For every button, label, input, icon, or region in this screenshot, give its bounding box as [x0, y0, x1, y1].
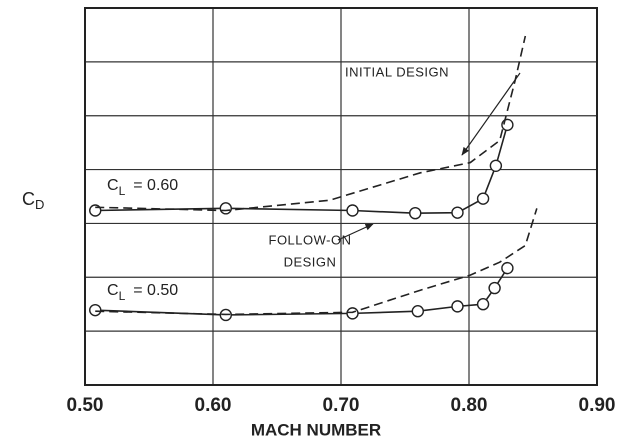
marker	[489, 159, 503, 173]
x-tick-label: 0.80	[451, 395, 488, 416]
marker	[346, 204, 359, 217]
marker	[501, 261, 514, 275]
marker	[476, 192, 490, 205]
marker	[451, 300, 464, 313]
marker	[409, 206, 422, 220]
arrow	[461, 72, 521, 156]
marker	[488, 281, 501, 295]
x-tick-label: 0.60	[195, 395, 232, 416]
x-tick-label: 0.50	[67, 395, 104, 416]
annotation: INITIAL DESIGN	[345, 64, 449, 79]
marker	[501, 118, 514, 132]
marker	[451, 206, 464, 219]
dashed-line	[95, 35, 527, 212]
x-tick-label: 0.70	[323, 395, 360, 416]
y-axis-label: CD	[22, 189, 44, 213]
arrow	[337, 223, 374, 241]
annotation: CL = 0.50	[107, 282, 178, 303]
marker	[89, 303, 102, 317]
annotation-part: = 0.60	[133, 177, 178, 194]
marker	[219, 202, 233, 215]
annotation: CL = 0.60	[107, 177, 178, 198]
x-tick-label: 0.90	[579, 395, 616, 416]
annotation-part: = 0.50	[133, 282, 178, 299]
plot-frame	[84, 7, 598, 386]
annotation-part: C	[107, 282, 119, 299]
annotation: DESIGN	[284, 254, 337, 269]
marker	[411, 305, 424, 318]
marker	[476, 298, 490, 311]
annotation-part: L	[119, 184, 126, 198]
marker	[346, 307, 359, 320]
annotation-part: C	[107, 177, 119, 194]
annotation-part: L	[119, 289, 126, 303]
x-axis-label: MACH NUMBER	[251, 420, 381, 439]
annotation: FOLLOW-ON	[269, 232, 352, 247]
dashed-line	[95, 208, 538, 316]
